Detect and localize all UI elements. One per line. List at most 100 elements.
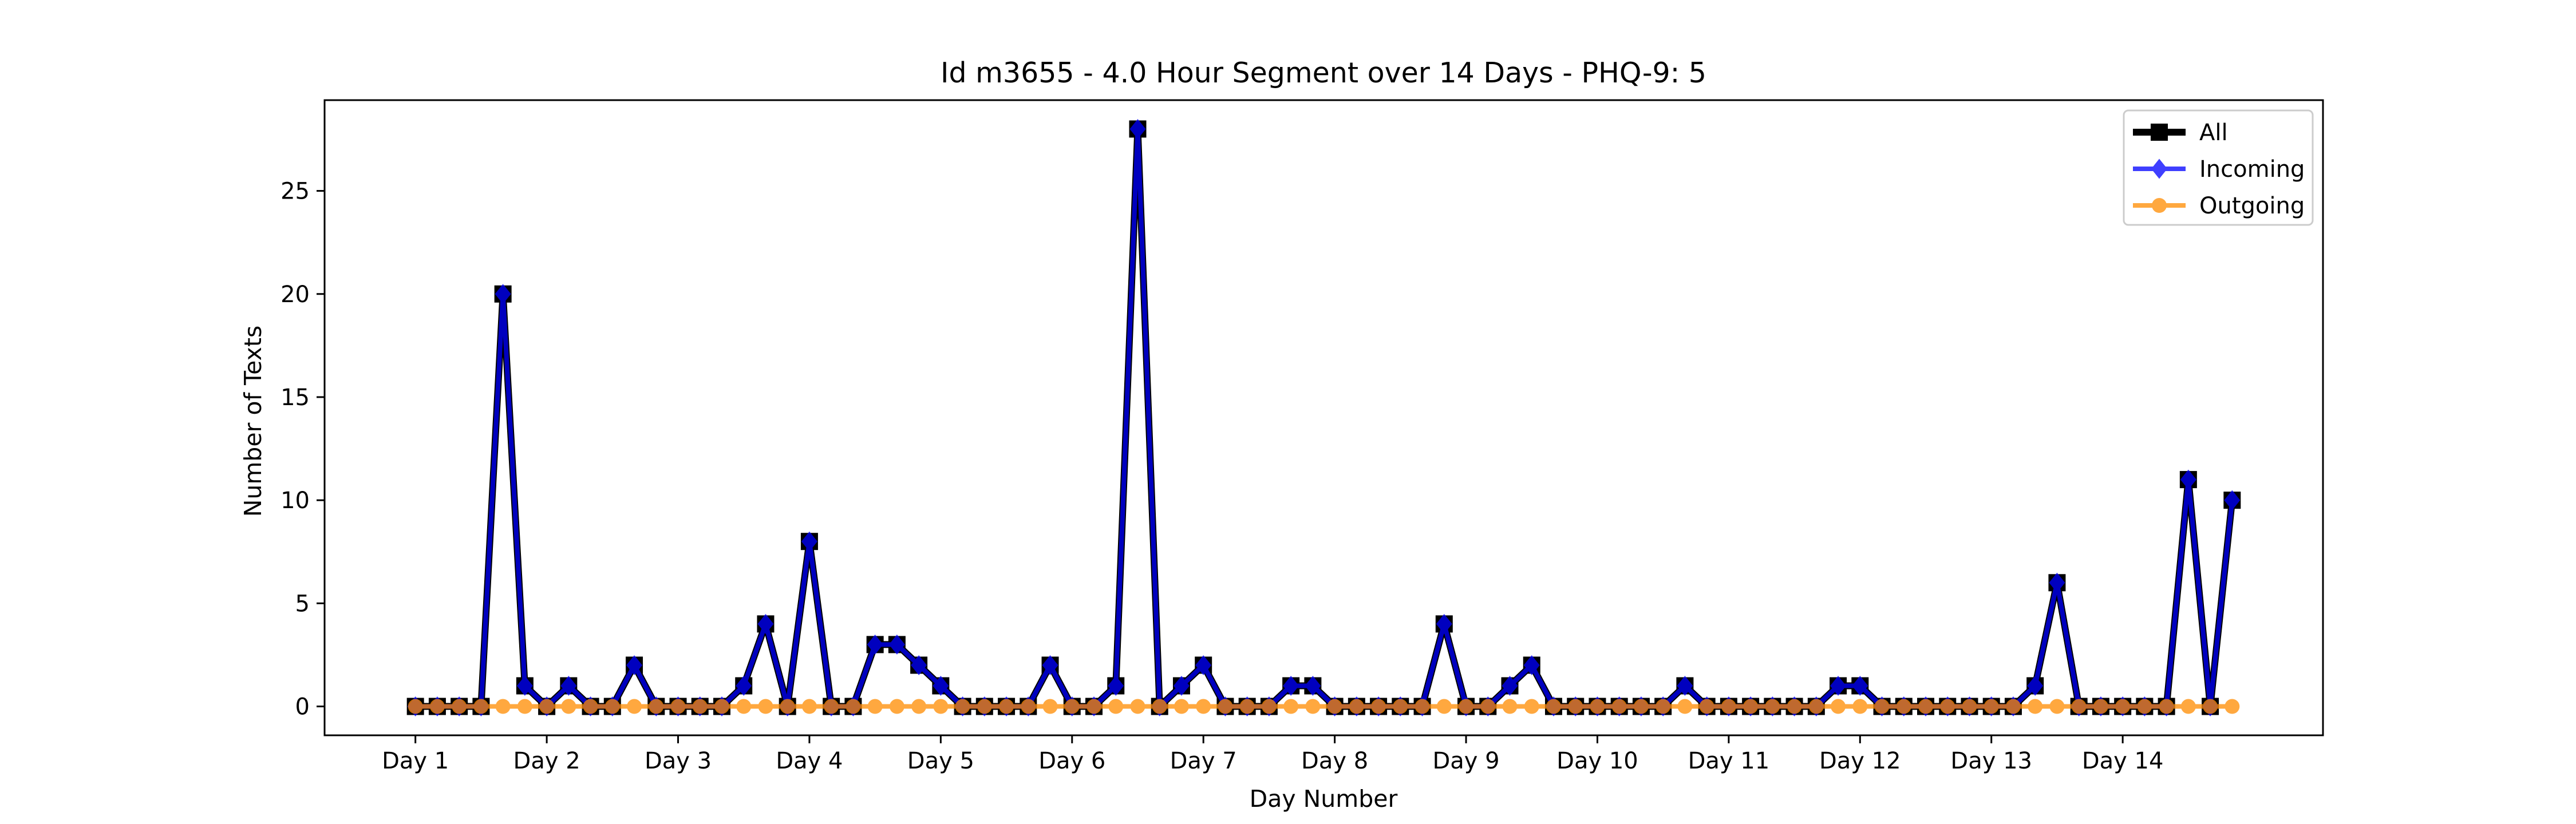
outgoing-point bbox=[1305, 699, 1321, 714]
incoming-point bbox=[1283, 676, 1299, 696]
incoming-point bbox=[1108, 676, 1124, 696]
outgoing-point bbox=[1852, 699, 1868, 714]
all-line bbox=[415, 125, 2236, 710]
outgoing-point bbox=[1546, 699, 1561, 714]
outgoing-point bbox=[933, 699, 949, 714]
outgoing-point bbox=[2071, 699, 2087, 714]
plot-area bbox=[406, 118, 2241, 717]
outgoing-point bbox=[1874, 699, 1890, 714]
outgoing-point bbox=[1611, 699, 1627, 714]
outgoing-point bbox=[539, 699, 555, 714]
outgoing-point bbox=[1699, 699, 1714, 714]
outgoing-point bbox=[1327, 699, 1342, 714]
outgoing-point bbox=[1831, 699, 1846, 714]
plot-frame bbox=[323, 99, 2324, 736]
outgoing-point bbox=[408, 699, 423, 714]
y-tick-label: 10 bbox=[280, 488, 310, 514]
x-tick-label: Day 8 bbox=[1301, 748, 1368, 774]
outgoing-point bbox=[1765, 699, 1780, 714]
outgoing-point bbox=[627, 699, 642, 714]
outgoing-point bbox=[2225, 699, 2240, 714]
incoming-line bbox=[415, 126, 2235, 709]
x-tick-label: Day 5 bbox=[907, 748, 974, 774]
y-tick-label: 15 bbox=[280, 385, 310, 411]
outgoing-point bbox=[452, 699, 467, 714]
outgoing-point bbox=[1480, 699, 1496, 714]
legend-item-all bbox=[2133, 124, 2186, 141]
outgoing-point bbox=[1196, 699, 1211, 714]
y-tick-label: 0 bbox=[295, 694, 310, 720]
outgoing-point bbox=[955, 699, 970, 714]
outgoing-point bbox=[605, 699, 620, 714]
outgoing-point bbox=[758, 699, 773, 714]
outgoing-point bbox=[977, 699, 992, 714]
incoming-point bbox=[626, 655, 643, 675]
outgoing-point bbox=[1918, 699, 1934, 714]
outgoing-point bbox=[670, 699, 686, 714]
outgoing-point bbox=[1436, 699, 1452, 714]
outgoing-point bbox=[1349, 699, 1364, 714]
legend-label-all: All bbox=[2199, 120, 2228, 146]
outgoing-point bbox=[649, 699, 664, 714]
outgoing-point bbox=[2028, 699, 2043, 714]
outgoing-point bbox=[1962, 699, 1977, 714]
incoming-point bbox=[2027, 676, 2044, 696]
incoming-point bbox=[911, 655, 927, 675]
outgoing-point bbox=[473, 699, 489, 714]
outgoing-point bbox=[1021, 699, 1036, 714]
outgoing-point bbox=[2005, 699, 2021, 714]
y-axis: 0 5 10 15 20 25 bbox=[280, 179, 325, 720]
incoming-point bbox=[801, 531, 817, 552]
outgoing-point bbox=[1283, 699, 1299, 714]
outgoing-point bbox=[1459, 699, 1474, 714]
outgoing-point bbox=[2203, 699, 2218, 714]
x-tick-label: Day 13 bbox=[1950, 748, 2032, 774]
legend-label-incoming: Incoming bbox=[2199, 156, 2305, 183]
y-axis-label: Number of Texts bbox=[239, 326, 267, 517]
incoming-point bbox=[1502, 676, 1518, 696]
x-tick-label: Day 2 bbox=[513, 748, 580, 774]
outgoing-series bbox=[408, 699, 2240, 714]
outgoing-point bbox=[1261, 699, 1277, 714]
y-tick-label: 25 bbox=[280, 179, 310, 205]
outgoing-point bbox=[1721, 699, 1736, 714]
outgoing-point bbox=[1239, 699, 1255, 714]
outgoing-point bbox=[867, 699, 883, 714]
incoming-point bbox=[1523, 655, 1540, 675]
y-tick-label: 5 bbox=[295, 591, 310, 617]
outgoing-point bbox=[1502, 699, 1518, 714]
outgoing-point bbox=[1086, 699, 1102, 714]
outgoing-point bbox=[1940, 699, 1955, 714]
x-tick-label: Day 12 bbox=[1819, 748, 1901, 774]
outgoing-point bbox=[911, 699, 927, 714]
incoming-series bbox=[407, 118, 2241, 717]
outgoing-point bbox=[999, 699, 1014, 714]
x-tick-label: Day 7 bbox=[1170, 748, 1237, 774]
outgoing-point bbox=[1984, 699, 1999, 714]
outgoing-point bbox=[1108, 699, 1124, 714]
incoming-point bbox=[888, 634, 905, 655]
outgoing-point bbox=[2093, 699, 2108, 714]
all-series bbox=[406, 120, 2241, 715]
x-tick-label: Day 3 bbox=[645, 748, 712, 774]
incoming-point bbox=[495, 284, 511, 304]
legend: All Incoming Outgoing bbox=[2123, 109, 2314, 226]
incoming-point bbox=[2049, 572, 2065, 593]
outgoing-point bbox=[1590, 699, 1605, 714]
outgoing-point bbox=[2180, 699, 2196, 714]
outgoing-point bbox=[1130, 699, 1145, 714]
incoming-point bbox=[1129, 118, 1146, 139]
x-tick-label: Day 1 bbox=[382, 748, 449, 774]
incoming-point bbox=[736, 676, 752, 696]
outgoing-point bbox=[1174, 699, 1189, 714]
outgoing-point bbox=[736, 699, 752, 714]
incoming-point bbox=[933, 676, 949, 696]
outgoing-point bbox=[824, 699, 839, 714]
legend-incoming-point bbox=[2151, 159, 2167, 179]
x-tick-label: Day 14 bbox=[2082, 748, 2164, 774]
outgoing-point bbox=[1808, 699, 1824, 714]
incoming-point bbox=[1042, 655, 1058, 675]
legend-item-outgoing bbox=[2133, 198, 2186, 213]
outgoing-point bbox=[2115, 699, 2131, 714]
